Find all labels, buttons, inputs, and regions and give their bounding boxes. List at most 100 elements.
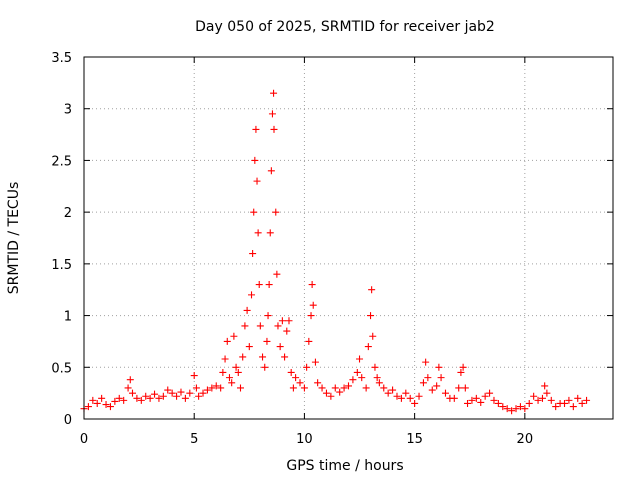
data-point <box>402 389 410 397</box>
chart-title: Day 050 of 2025, SRMTID for receiver jab… <box>195 19 495 35</box>
data-point <box>168 389 176 397</box>
data-point <box>159 392 167 400</box>
x-tick-label: 0 <box>80 432 88 447</box>
data-point <box>437 374 445 382</box>
data-point <box>232 363 240 371</box>
data-point <box>261 363 269 371</box>
y-axis-label: SRMTID / TECUs <box>6 182 22 295</box>
data-point <box>225 374 233 382</box>
data-point <box>362 384 370 392</box>
data-point <box>422 358 430 366</box>
data-point <box>322 389 330 397</box>
data-point <box>93 399 101 407</box>
y-tick-label: 1.5 <box>51 258 72 273</box>
data-point <box>296 379 304 387</box>
data-point <box>203 386 211 394</box>
plot-frame <box>83 56 614 420</box>
data-point <box>177 388 185 396</box>
data-point <box>151 390 159 398</box>
data-point <box>264 312 272 320</box>
data-point <box>281 353 289 361</box>
grid-layer <box>84 57 613 419</box>
data-point <box>249 250 257 258</box>
data-point <box>433 382 441 390</box>
data-point <box>314 379 322 387</box>
data-point <box>543 389 551 397</box>
data-point <box>490 396 498 404</box>
data-point <box>173 392 181 400</box>
data-point <box>358 374 366 382</box>
data-point <box>464 399 472 407</box>
data-point <box>89 396 97 404</box>
data-point <box>375 379 383 387</box>
data-point <box>219 368 227 376</box>
y-tick-label: 3 <box>64 103 72 118</box>
data-point <box>578 399 586 407</box>
data-point <box>393 392 401 400</box>
data-point <box>292 374 300 382</box>
data-point <box>547 396 555 404</box>
data-point <box>245 343 253 351</box>
data-point <box>369 332 377 340</box>
data-point <box>250 208 258 216</box>
data-point <box>98 394 106 402</box>
data-point <box>199 389 207 397</box>
data-point <box>486 389 494 397</box>
data-point <box>565 396 573 404</box>
data-point <box>389 386 397 394</box>
data-point <box>530 392 538 400</box>
data-point <box>309 301 317 309</box>
data-point <box>521 405 529 413</box>
data-point <box>345 382 352 390</box>
data-point <box>228 379 236 387</box>
data-point <box>367 312 375 320</box>
data-point <box>569 403 577 411</box>
data-point <box>364 343 372 351</box>
data-point <box>223 337 231 345</box>
data-point <box>181 394 189 402</box>
data-point <box>450 394 458 402</box>
data-point <box>84 403 92 411</box>
data-point <box>499 403 507 411</box>
data-point <box>266 229 274 237</box>
data-point <box>263 337 271 345</box>
tick-layer: 0 0.5 1 1.5 2 2.5 3 3.5 0 5 10 15 20 <box>51 51 613 447</box>
data-point <box>255 281 263 289</box>
data-point <box>503 405 511 413</box>
data-point <box>481 392 489 400</box>
data-point <box>308 281 316 289</box>
data-point <box>441 389 449 397</box>
y-tick-label: 0.5 <box>51 361 72 376</box>
x-tick-label: 15 <box>406 432 423 447</box>
data-point <box>142 392 150 400</box>
y-tick-label: 3.5 <box>51 51 72 66</box>
data-point <box>208 384 216 392</box>
data-point <box>155 394 163 402</box>
data-point <box>267 167 275 175</box>
data-point <box>133 394 141 402</box>
data-point <box>241 322 249 330</box>
data-point <box>265 281 273 289</box>
data-point <box>128 389 136 397</box>
data-point <box>371 363 379 371</box>
data-point <box>137 396 145 404</box>
data-point <box>106 403 114 411</box>
data-point <box>259 353 267 361</box>
x-tick-label: 20 <box>517 432 534 447</box>
data-point <box>459 363 467 371</box>
data-point <box>415 392 423 400</box>
data-point <box>305 337 313 345</box>
data-point <box>120 396 128 404</box>
data-point <box>273 270 281 278</box>
data-point <box>424 374 432 382</box>
data-point <box>251 156 259 164</box>
data-point <box>353 368 361 376</box>
data-point <box>397 394 405 402</box>
data-point <box>384 389 392 397</box>
data-point <box>534 396 542 404</box>
x-axis-label: GPS time / hours <box>286 458 403 474</box>
data-point <box>512 405 520 413</box>
data-point <box>289 384 297 392</box>
data-point <box>406 394 414 402</box>
data-point <box>435 363 443 371</box>
